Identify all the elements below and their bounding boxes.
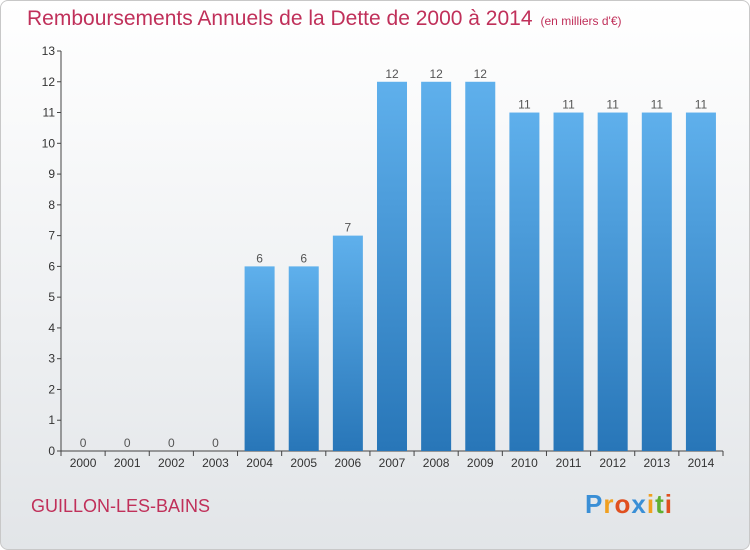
x-tick-label: 2012 [599,456,626,470]
x-tick-label: 2001 [114,456,141,470]
bar-value-label: 6 [300,251,307,265]
x-tick-label: 2013 [643,456,670,470]
bar-value-label: 6 [256,251,263,265]
x-tick-label: 2009 [467,456,494,470]
y-tick-label: 0 [48,444,55,458]
y-tick-label: 12 [42,75,56,89]
x-tick-label: 2010 [511,456,538,470]
y-tick-label: 4 [48,321,55,335]
bar [509,112,540,452]
bar-value-label: 12 [474,67,488,81]
logo-letter: r [603,489,615,519]
y-tick-label: 6 [48,259,55,273]
x-tick-label: 2007 [379,456,406,470]
logo-letter: t [655,489,665,519]
logo-letter: i [646,489,656,519]
x-tick-label: 2005 [290,456,317,470]
bar-value-label: 11 [606,98,619,112]
y-tick-label: 13 [42,44,56,58]
bar-value-label: 0 [212,436,219,450]
bar-value-label: 11 [695,98,708,112]
bar [332,235,363,451]
bar-value-label: 0 [168,436,175,450]
bar-value-label: 0 [124,436,131,450]
bar-value-label: 0 [80,436,87,450]
y-tick-label: 1 [48,413,55,427]
chart-title: Remboursements Annuels de la Dette de 20… [27,7,622,31]
logo-letter: i [664,489,673,519]
proxiti-logo: Proxiti [585,489,673,520]
y-tick-label: 3 [48,352,55,366]
y-tick-label: 9 [48,167,55,181]
y-tick-label: 11 [43,106,56,120]
chart-title-text: Remboursements Annuels de la Dette de 20… [27,7,533,30]
y-tick-label: 2 [48,382,55,396]
bar-value-label: 7 [345,221,352,235]
bar [597,112,628,452]
y-tick-label: 7 [48,229,55,243]
bar-value-label: 11 [562,98,575,112]
x-tick-label: 2014 [688,456,715,470]
x-tick-label: 2000 [70,456,97,470]
place-name: GUILLON-LES-BAINS [31,496,211,516]
y-tick-label: 10 [42,136,56,150]
bar-value-label: 12 [429,67,443,81]
logo-letter: o [614,489,632,519]
bar-value-label: 11 [651,98,664,112]
y-tick-label: 8 [48,198,55,212]
bar [288,266,319,451]
bar [553,112,584,452]
bar [244,266,275,451]
x-tick-label: 2004 [246,456,273,470]
x-tick-label: 2011 [556,456,582,470]
x-tick-label: 2006 [335,456,362,470]
logo-letter: P [585,489,604,519]
bar-value-label: 11 [518,98,531,112]
x-tick-label: 2003 [202,456,229,470]
bar [641,112,672,452]
bar [465,81,496,452]
y-tick-label: 5 [48,290,55,304]
chart-subtitle: (en milliers d'€) [540,14,622,28]
bar [421,81,452,452]
x-tick-label: 2002 [158,456,185,470]
bar [376,81,408,452]
bar [685,112,716,452]
x-tick-label: 2008 [423,456,450,470]
logo-letter: x [631,489,647,519]
bar-value-label: 12 [385,67,399,81]
